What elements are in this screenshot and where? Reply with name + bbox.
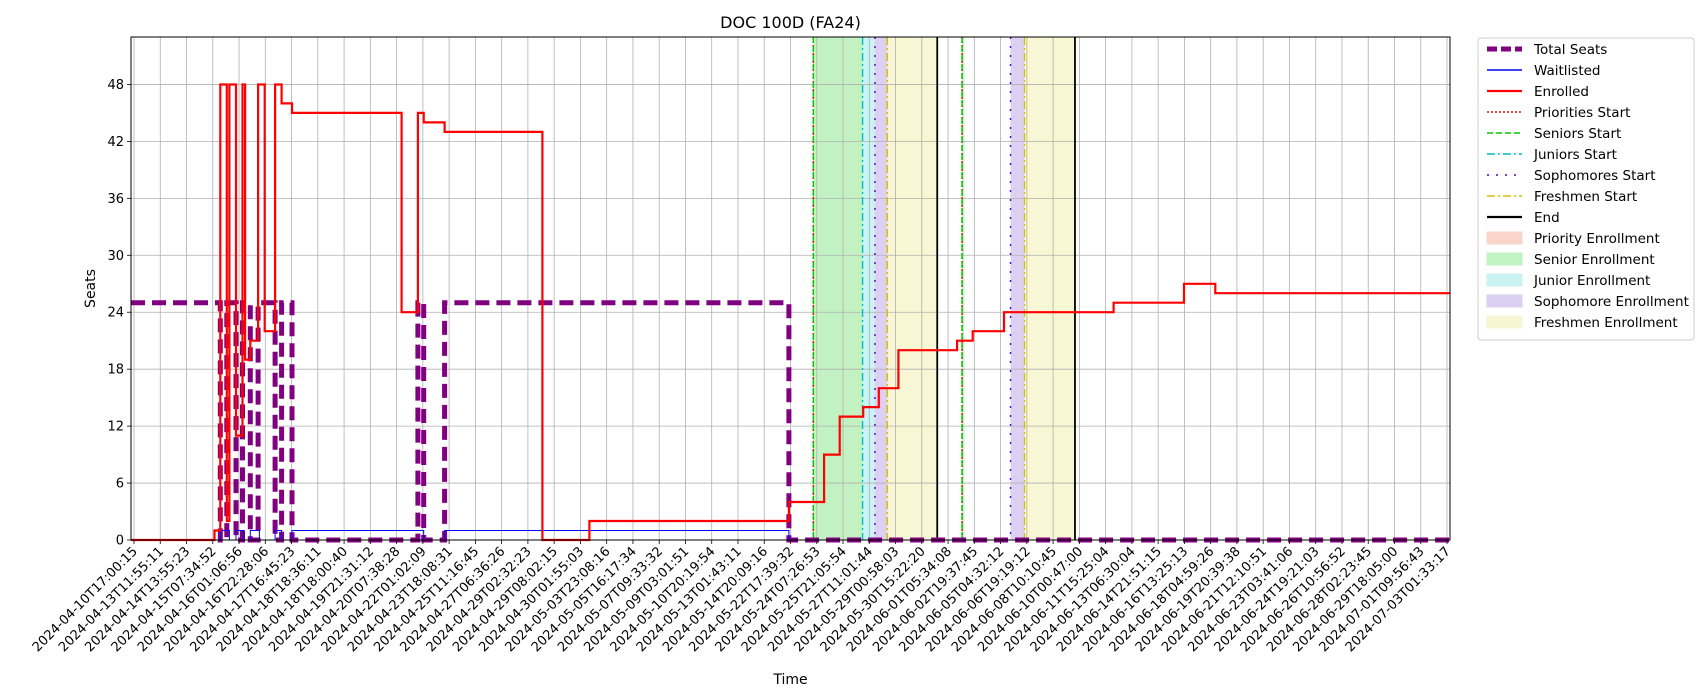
legend-label: Freshmen Start: [1534, 189, 1637, 205]
legend: Total Seats Waitlisted Enrolled Priorities …: [1477, 37, 1695, 341]
chart-title: DOC 100D (FA24): [720, 13, 861, 32]
legend-label: End: [1534, 210, 1560, 226]
y-tick-label: 0: [116, 534, 124, 549]
legend-swatch: [1486, 273, 1523, 287]
y-tick-label: 12: [107, 420, 124, 435]
y-tick-label: 18: [107, 363, 124, 378]
legend-label: Enrolled: [1534, 84, 1589, 100]
legend-label: Priority Enrollment: [1534, 231, 1660, 247]
shaded-senior-enrollment: [962, 37, 965, 540]
series-total-seats: [131, 300, 1450, 543]
legend-label: Juniors Start: [1533, 147, 1617, 163]
y-tick-label: 36: [107, 192, 124, 207]
phase-lines: [812, 37, 1076, 540]
legend-label: Priorities Start: [1534, 105, 1630, 121]
legend-label: Junior Enrollment: [1533, 273, 1650, 289]
y-tick-label: 48: [107, 78, 124, 93]
shaded-regions: [813, 37, 1075, 540]
shaded-freshmen-enrollment: [887, 37, 938, 540]
legend-label: Freshmen Enrollment: [1534, 315, 1678, 331]
y-tick-label: 42: [107, 135, 124, 150]
legend-label: Senior Enrollment: [1534, 252, 1655, 268]
legend-label: Waitlisted: [1534, 63, 1601, 79]
legend-swatch: [1486, 294, 1523, 308]
legend-swatch: [1486, 315, 1523, 329]
legend-swatch: [1486, 231, 1523, 245]
shaded-junior-enrollment: [862, 37, 875, 540]
legend-label: Total Seats: [1533, 42, 1607, 58]
series-enrolled: [131, 83, 1450, 542]
x-axis-title: Time: [772, 672, 807, 688]
shaded-sophomore-enrollment: [1010, 37, 1025, 540]
legend-label: Seniors Start: [1534, 126, 1621, 142]
y-axis-title: Seats: [83, 269, 99, 308]
legend-label: Sophomores Start: [1534, 168, 1656, 184]
legend-swatch: [1486, 252, 1523, 266]
legend-label: Sophomore Enrollment: [1534, 294, 1689, 310]
y-tick-label: 30: [107, 249, 124, 264]
y-tick-label: 24: [107, 306, 124, 321]
legend-box: [1477, 37, 1695, 341]
y-tick-label: 6: [116, 477, 124, 492]
shaded-freshmen-enrollment: [1024, 37, 1075, 540]
shaded-senior-enrollment: [813, 37, 863, 540]
shaded-sophomore-enrollment: [874, 37, 888, 540]
